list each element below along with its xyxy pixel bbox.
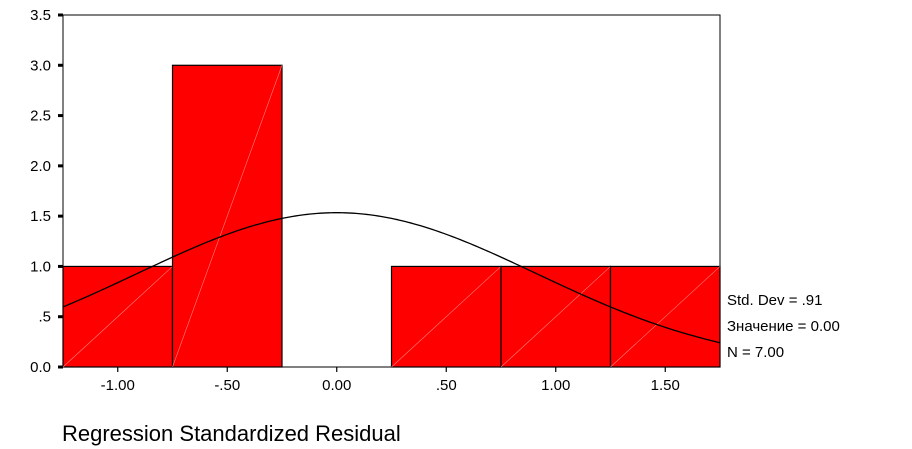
y-tick-label: 2.5	[30, 108, 51, 125]
std-dev-label: Std. Dev = .91	[727, 292, 822, 309]
y-tick-label: 0.0	[30, 359, 51, 376]
y-tick-label: 1.5	[30, 208, 51, 225]
x-tick-label: 0.00	[322, 377, 351, 394]
x-tick-label: 1.50	[651, 377, 680, 394]
bar-hatch	[62, 266, 173, 368]
bar-hatch	[500, 266, 611, 368]
n-label: N = 7.00	[727, 344, 784, 361]
y-tick-label: 1.0	[30, 258, 51, 275]
normal-curve	[62, 212, 721, 344]
x-tick-label: -1.00	[101, 377, 135, 394]
mean-label: Значение = 0.00	[727, 318, 840, 335]
bars-layer	[62, 64, 721, 368]
y-axis: 0.0 .5 1.0 1.5 2.0 2.5 3.0 3.5	[30, 7, 63, 376]
y-tick-label: 3.0	[30, 57, 51, 74]
x-axis-title: Regression Standardized Residual	[62, 421, 401, 446]
x-tick-label: 1.00	[541, 377, 570, 394]
x-tick-label: .50	[436, 377, 457, 394]
bar-hatch	[172, 65, 283, 368]
y-tick-label: 3.5	[30, 7, 51, 24]
bar-hatch	[391, 266, 502, 368]
y-tick-label: 2.0	[30, 158, 51, 175]
bar-hatch	[610, 266, 721, 368]
x-axis: -1.00 -.50 0.00 .50 1.00 1.50	[101, 367, 680, 394]
x-tick-label: -.50	[214, 377, 240, 394]
y-tick-label: .5	[38, 309, 51, 326]
